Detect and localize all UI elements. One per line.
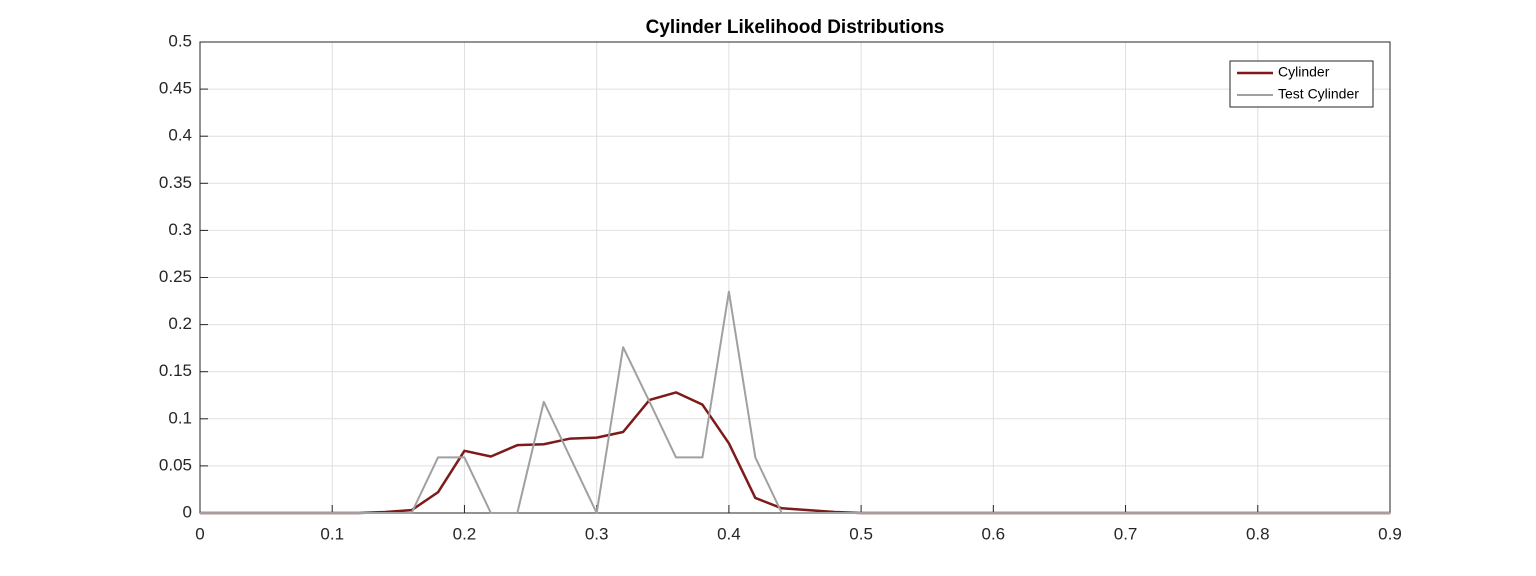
x-tick-label: 0.6	[982, 524, 1006, 543]
series-line	[200, 290, 1390, 514]
x-tick-label: 0.4	[717, 524, 741, 543]
y-tick-label: 0.3	[168, 220, 192, 239]
y-tick-label: 0.1	[168, 408, 192, 427]
x-tick-label: 0.9	[1378, 524, 1402, 543]
y-tick-label: 0.25	[159, 267, 192, 286]
y-tick-label: 0	[183, 502, 192, 521]
y-tick-label: 0.4	[168, 126, 192, 145]
x-tick-label: 0.3	[585, 524, 609, 543]
legend-label: Cylinder	[1278, 64, 1330, 80]
y-tick-label: 0.05	[159, 455, 192, 474]
x-tick-label: 0	[195, 524, 204, 543]
x-tick-label: 0.2	[453, 524, 477, 543]
legend-label: Test Cylinder	[1278, 86, 1359, 102]
x-tick-label: 0.8	[1246, 524, 1270, 543]
y-tick-label: 0.35	[159, 173, 192, 192]
x-tick-label: 0.5	[849, 524, 873, 543]
chart-title: Cylinder Likelihood Distributions	[646, 17, 945, 38]
y-tick-label: 0.2	[168, 314, 192, 333]
x-tick-label: 0.7	[1114, 524, 1138, 543]
x-tick-label: 0.1	[320, 524, 344, 543]
y-tick-label: 0.15	[159, 361, 192, 380]
y-tick-label: 0.45	[159, 79, 192, 98]
y-tick-label: 0.5	[168, 31, 192, 50]
legend-box	[1229, 60, 1374, 108]
